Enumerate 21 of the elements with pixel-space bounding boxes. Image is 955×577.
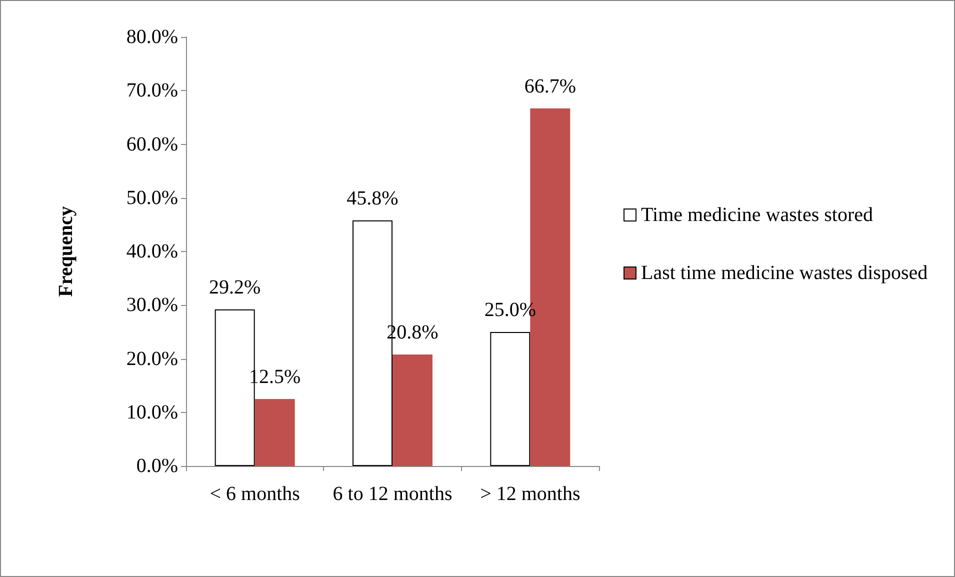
- bar: [254, 398, 295, 466]
- bar: [490, 332, 530, 466]
- y-axis-title: Frequency: [55, 206, 77, 297]
- legend-label: Last time medicine wastes disposed: [641, 262, 928, 284]
- y-tick-label: 10.0%: [126, 401, 178, 424]
- y-tick-label: 20.0%: [126, 348, 178, 370]
- x-tick-label: > 12 months: [480, 483, 580, 505]
- x-tick-label: < 6 months: [210, 483, 300, 505]
- data-label: 45.8%: [346, 187, 398, 210]
- y-tick-label: 40.0%: [126, 240, 178, 262]
- legend-label: Time medicine wastes stored: [641, 204, 874, 226]
- y-tick-label: 0.0%: [136, 455, 178, 477]
- bar: [392, 354, 432, 466]
- x-tick-label: 6 to 12 months: [332, 483, 452, 505]
- y-tick-label: 80.0%: [126, 26, 178, 48]
- data-label: 66.7%: [524, 75, 576, 98]
- y-tick-label: 30.0%: [126, 294, 178, 316]
- y-tick-label: 50.0%: [126, 186, 178, 209]
- y-tick-label: 60.0%: [126, 133, 178, 156]
- y-tick-label: 70.0%: [126, 80, 178, 102]
- data-label: 29.2%: [208, 276, 261, 298]
